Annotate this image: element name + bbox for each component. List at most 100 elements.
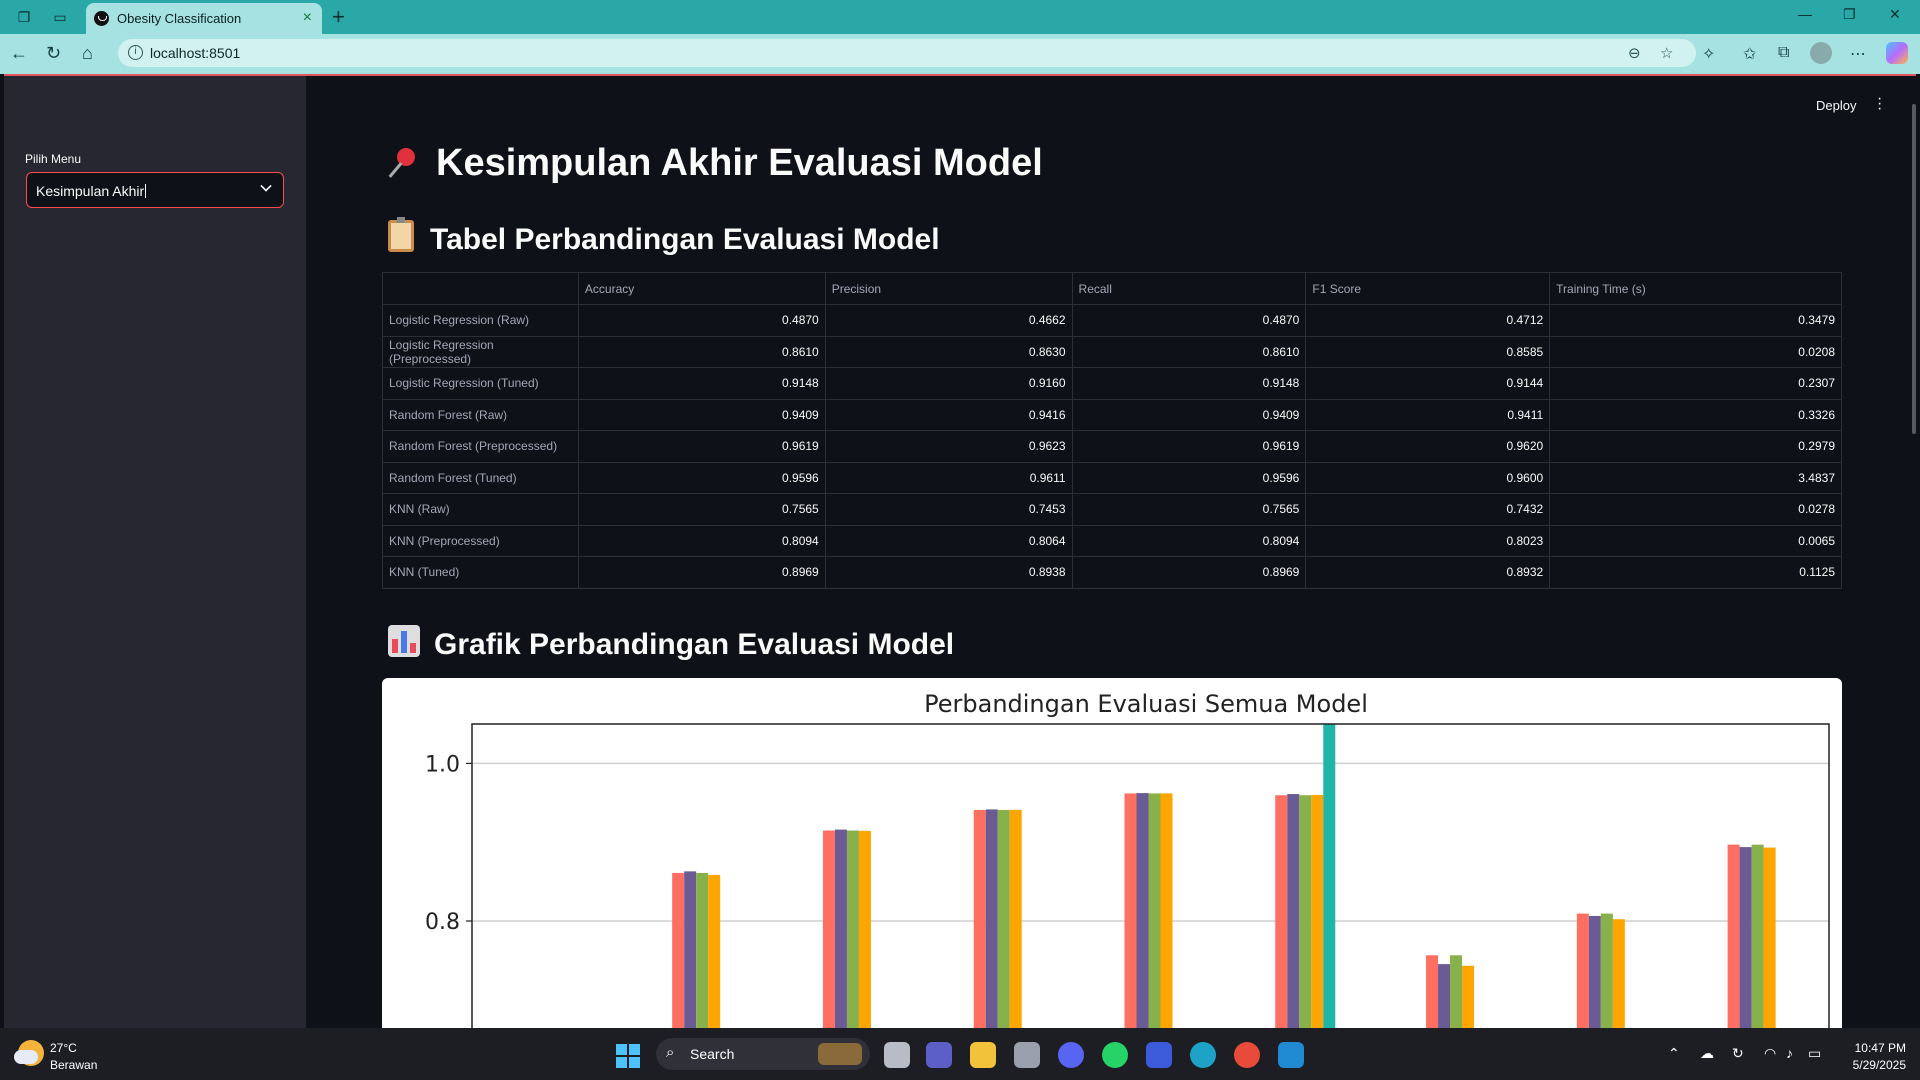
menu-select[interactable]: Kesimpulan Akhir	[26, 172, 284, 208]
table-cell[interactable]: 0.7432	[1306, 494, 1550, 526]
collections-icon[interactable]: ⧉	[1778, 44, 1789, 62]
table-cell[interactable]: 0.9619	[578, 431, 825, 463]
refresh-icon[interactable]: ↻	[46, 43, 61, 64]
whatsapp-icon[interactable]	[1102, 1042, 1128, 1068]
extensions-icon[interactable]: ✧	[1702, 44, 1715, 64]
menu-select-value[interactable]: Kesimpulan Akhir	[36, 183, 146, 199]
table-cell[interactable]: 0.8969	[1072, 557, 1306, 589]
chrome-icon[interactable]	[1234, 1042, 1260, 1068]
weather-description[interactable]: Berawan	[50, 1058, 97, 1072]
back-icon[interactable]: ←	[10, 43, 28, 64]
home-icon[interactable]: ⌂	[82, 43, 93, 64]
table-cell[interactable]: 0.9596	[1072, 462, 1306, 494]
table-cell[interactable]: 0.8610	[1072, 336, 1306, 368]
table-cell[interactable]: 0.9611	[825, 462, 1072, 494]
chevron-up-icon[interactable]: ⌃	[1668, 1045, 1680, 1062]
table-cell[interactable]: 0.8610	[578, 336, 825, 368]
onedrive-icon[interactable]: ☁	[1700, 1045, 1714, 1062]
edge-icon[interactable]	[1190, 1042, 1216, 1068]
table-row[interactable]: Logistic Regression (Preprocessed) 0.8610…	[383, 336, 1842, 368]
table-cell[interactable]: 0.9160	[825, 368, 1072, 400]
table-cell[interactable]: 0.8064	[825, 525, 1072, 557]
file-explorer-icon[interactable]	[970, 1042, 996, 1068]
volume-icon[interactable]: ♪	[1786, 1045, 1793, 1061]
table-cell[interactable]: 0.4870	[578, 305, 825, 337]
column-header[interactable]	[383, 273, 579, 305]
battery-icon[interactable]: ▭	[1808, 1045, 1821, 1062]
table-cell[interactable]: 3.4837	[1550, 462, 1842, 494]
table-cell[interactable]: 0.0208	[1550, 336, 1842, 368]
wifi-icon[interactable]: ◠	[1764, 1045, 1776, 1062]
table-cell[interactable]: 0.9409	[1072, 399, 1306, 431]
tab-actions-icon[interactable]: ▭	[50, 7, 70, 27]
table-cell[interactable]: 0.8023	[1306, 525, 1550, 557]
row-label[interactable]: KNN (Tuned)	[383, 557, 579, 589]
table-cell[interactable]: 0.7453	[825, 494, 1072, 526]
profile-avatar[interactable]	[1810, 42, 1832, 64]
table-cell[interactable]: 0.9411	[1306, 399, 1550, 431]
more-menu-icon[interactable]: ⋯	[1850, 44, 1866, 64]
table-cell[interactable]: 0.9600	[1306, 462, 1550, 494]
column-header[interactable]: Accuracy	[578, 273, 825, 305]
table-row[interactable]: KNN (Raw) 0.7565 0.7453 0.7565 0.7432 0.0278	[383, 494, 1842, 526]
app-cube-icon[interactable]	[1014, 1042, 1040, 1068]
table-cell[interactable]: 0.4712	[1306, 305, 1550, 337]
row-label[interactable]: KNN (Preprocessed)	[383, 525, 579, 557]
column-header[interactable]: Training Time (s)	[1550, 273, 1842, 305]
table-cell[interactable]: 0.7565	[578, 494, 825, 526]
address-bar[interactable]: i localhost:8501 ⊖ ☆	[118, 39, 1696, 67]
favorite-star-icon[interactable]: ☆	[1660, 44, 1673, 62]
deploy-button[interactable]: Deploy	[1816, 98, 1856, 113]
row-label[interactable]: KNN (Raw)	[383, 494, 579, 526]
table-row[interactable]: Random Forest (Preprocessed) 0.9619 0.9623…	[383, 431, 1842, 463]
browser-tab[interactable]: Obesity Classification ×	[86, 3, 322, 34]
table-cell[interactable]: 0.8932	[1306, 557, 1550, 589]
table-cell[interactable]: 0.1125	[1550, 557, 1842, 589]
teams-icon[interactable]	[926, 1042, 952, 1068]
weather-temperature[interactable]: 27°C	[50, 1041, 77, 1055]
site-info-icon[interactable]: i	[128, 45, 143, 60]
taskbar-search[interactable]: ⌕ Search	[656, 1038, 870, 1070]
row-label[interactable]: Logistic Regression (Raw)	[383, 305, 579, 337]
table-cell[interactable]: 0.8094	[1072, 525, 1306, 557]
table-cell[interactable]: 0.4870	[1072, 305, 1306, 337]
favorites-icon[interactable]: ✩	[1743, 44, 1756, 64]
new-tab-icon[interactable]: +	[332, 4, 345, 30]
weather-icon[interactable]	[18, 1040, 44, 1066]
copilot-icon[interactable]	[1886, 42, 1908, 64]
table-cell[interactable]: 0.9619	[1072, 431, 1306, 463]
sync-icon[interactable]: ↻	[1732, 1045, 1744, 1062]
row-label[interactable]: Logistic Regression (Preprocessed)	[383, 336, 579, 368]
minimize-icon[interactable]: —	[1798, 6, 1812, 22]
table-cell[interactable]: 0.9623	[825, 431, 1072, 463]
table-cell[interactable]: 0.4662	[825, 305, 1072, 337]
zoom-icon[interactable]: ⊖	[1628, 44, 1641, 62]
table-cell[interactable]: 0.8938	[825, 557, 1072, 589]
system-clock[interactable]: 10:47 PM 5/29/2025	[1840, 1041, 1906, 1072]
table-row[interactable]: Random Forest (Raw) 0.9409 0.9416 0.9409 0.9…	[383, 399, 1842, 431]
table-cell[interactable]: 0.9416	[825, 399, 1072, 431]
table-cell[interactable]: 0.9148	[578, 368, 825, 400]
table-cell[interactable]: 0.8585	[1306, 336, 1550, 368]
restore-icon[interactable]: ❐	[1843, 6, 1856, 23]
table-cell[interactable]: 0.3326	[1550, 399, 1842, 431]
evaluation-table[interactable]: Accuracy Precision Recall F1 Score Training …	[382, 272, 1842, 589]
discord-icon[interactable]	[1058, 1042, 1084, 1068]
task-view-icon[interactable]	[884, 1042, 910, 1068]
table-cell[interactable]: 0.8094	[578, 525, 825, 557]
table-row[interactable]: Logistic Regression (Raw) 0.4870 0.4662 0.4…	[383, 305, 1842, 337]
table-cell[interactable]: 0.9409	[578, 399, 825, 431]
table-cell[interactable]: 0.9144	[1306, 368, 1550, 400]
row-label[interactable]: Logistic Regression (Tuned)	[383, 368, 579, 400]
chevron-down-icon[interactable]	[260, 180, 271, 191]
url-text[interactable]: localhost:8501	[150, 45, 240, 61]
table-cell[interactable]: 0.9620	[1306, 431, 1550, 463]
table-cell[interactable]: 0.3479	[1550, 305, 1842, 337]
row-label[interactable]: Random Forest (Preprocessed)	[383, 431, 579, 463]
table-row[interactable]: Random Forest (Tuned) 0.9596 0.9611 0.9596 0…	[383, 462, 1842, 494]
main-menu-icon[interactable]: · · ·	[1877, 96, 1881, 111]
table-row[interactable]: KNN (Tuned) 0.8969 0.8938 0.8969 0.8932 0.112…	[383, 557, 1842, 589]
column-header[interactable]: Recall	[1072, 273, 1306, 305]
table-cell[interactable]: 0.0278	[1550, 494, 1842, 526]
table-cell[interactable]: 0.7565	[1072, 494, 1306, 526]
